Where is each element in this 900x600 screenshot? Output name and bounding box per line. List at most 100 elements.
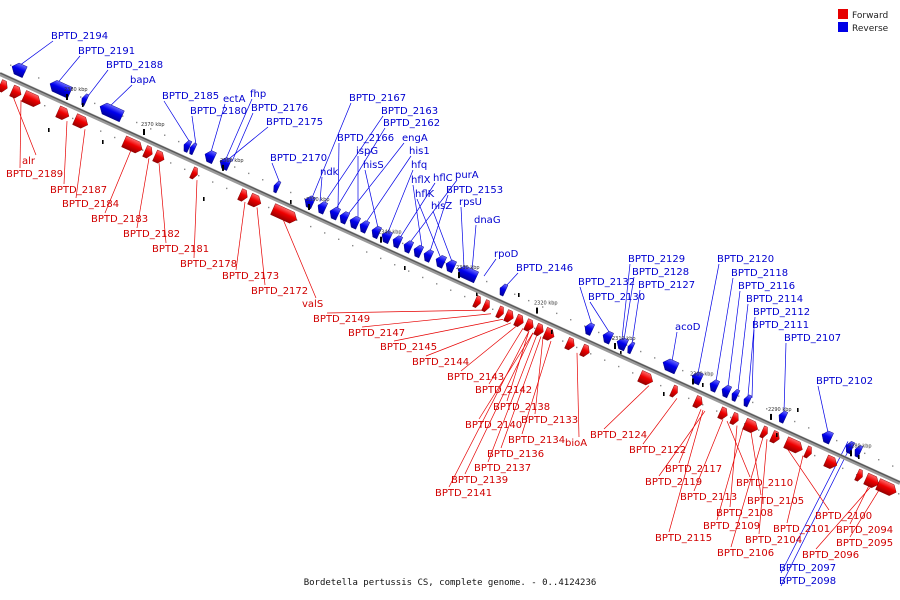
forward-gene-arrow [823,454,838,469]
reverse-gene-arrow [189,142,198,156]
position-dot [324,232,326,234]
label-leader-line [227,126,269,160]
forward-gene-label: BPTD_2117 [665,464,722,475]
feature-marker [663,392,665,396]
scale-tick-label: 2380 kbp [64,87,88,93]
position-dot [618,365,620,368]
position-dot [142,149,144,151]
reverse-gene-label: hisS [363,160,384,171]
reverse-gene-label: hfq [411,160,427,171]
feature-marker [776,433,778,437]
position-dot [394,264,396,266]
position-dot [44,104,46,107]
forward-gene-arrow [579,343,590,357]
reverse-gene-label: hflC [433,173,453,184]
reverse-gene-arrow [11,62,28,78]
label-leader-line [393,318,504,342]
label-leader-line [579,286,593,326]
reverse-gene-label: BPTD_2180 [190,106,247,117]
label-leader-line [621,263,631,339]
label-leader-line [335,127,386,209]
feature-marker [858,455,860,459]
scale-tick-label: 2340 kbp [378,230,402,236]
forward-gene-label: BPTD_2189 [6,169,63,180]
position-dot [164,134,166,136]
forward-gene-label: BPTD_2122 [629,445,686,456]
reverse-gene-arrow [616,337,629,352]
position-dot [598,331,600,334]
position-dot [296,219,298,221]
scale-tick [308,203,310,210]
forward-gene-label: BPTD_2104 [745,535,802,546]
position-dot [892,465,894,467]
label-leader-line [416,198,441,257]
legend-forward: Forward [838,9,888,22]
forward-gene-arrow [759,425,768,439]
label-leader-line [412,184,423,248]
forward-gene-arrow [72,113,88,129]
label-leader-line [487,334,538,463]
position-dot [716,410,718,412]
label-leader-line [409,179,458,243]
position-dot [464,295,466,298]
position-dot [542,306,544,308]
label-leader-line [506,330,530,402]
position-dot [590,353,592,355]
position-dot [234,166,236,168]
label-leader-line [727,290,741,387]
feature-marker [203,197,205,201]
forward-gene-arrow [564,336,575,351]
label-leader-line [668,410,704,533]
label-leader-line [786,448,830,511]
label-leader-line [460,206,465,267]
label-leader-line [193,180,198,259]
forward-gene-label: BPTD_2172 [251,286,308,297]
reverse-gene-arrow [821,430,834,445]
forward-gene-arrow [9,84,22,99]
reverse-gene-label: rpoD [494,249,519,260]
reverse-gene-arrow [273,180,282,194]
position-dot [612,338,614,340]
forward-gene-label: alr [22,156,36,167]
reverse-gene-label: BPTD_2166 [337,133,394,144]
reverse-gene-arrow [602,331,614,345]
reverse-gene-label: purA [455,170,479,181]
reverse-gene-label: BPTD_2128 [632,267,689,278]
forward-gene-label: BPTD_2105 [747,496,804,507]
label-leader-line [319,176,323,202]
label-leader-line [191,115,197,146]
label-leader-line [361,313,492,328]
scale-tick-label: 2350 kbp [306,197,330,203]
forward-gene-label: BPTD_2137 [474,463,531,474]
position-dot [304,198,306,200]
reverse-gene-label: BPTD_2185 [162,91,219,102]
forward-gene-label: BPTD_2140 [465,420,522,431]
forward-gene-label: BPTD_2106 [717,548,774,559]
scale-tick-label: 2300 kbp [690,371,714,377]
scale-tick [380,236,382,243]
forward-gene-arrow [669,384,678,398]
position-dot [864,452,866,455]
label-leader-line [576,352,580,438]
legend: Forward Reverse [838,9,888,35]
position-dot [114,136,116,139]
position-dot [808,427,810,429]
scale-tick-label: 2370 kbp [141,122,165,128]
reverse-gene-label: BPTD_2132 [578,277,635,288]
label-leader-line [271,162,281,184]
position-dot [94,102,96,105]
reverse-gene-label: BPTD_2116 [738,281,795,292]
reverse-gene-label: BPTD_2112 [753,307,810,318]
label-leader-line [783,342,787,413]
label-leader-line [448,330,530,488]
reverse-gene-label: BPTD_2176 [251,103,308,114]
forward-gene-label: BPTD_2145 [380,342,437,353]
forward-gene-arrow [863,472,879,488]
label-leader-line [817,385,829,433]
position-dot [836,439,838,442]
position-dot [212,181,214,183]
label-leader-line [158,162,167,244]
label-leader-line [225,98,253,159]
gene-labels: BPTD_2194 BPTD_2191 BPTD_2188 bapA BPTD_2185… [6,31,893,587]
